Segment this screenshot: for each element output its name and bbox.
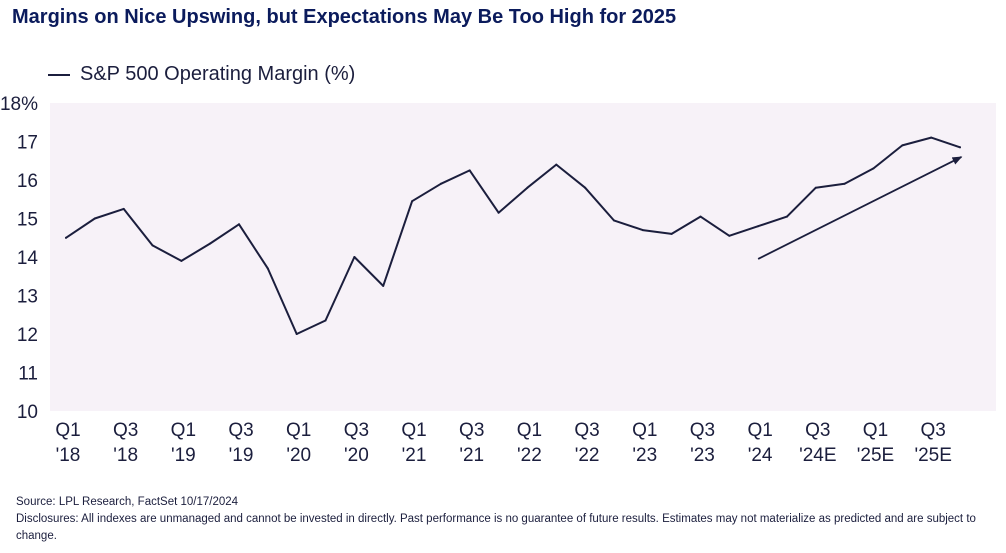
- data-point: [382, 284, 385, 287]
- x-tick-label-year: '25E: [914, 445, 951, 466]
- source-note: Source: LPL Research, FactSet 10/17/2024: [16, 496, 239, 508]
- x-tick-label-quarter: Q1: [286, 420, 311, 441]
- x-tick-label-quarter: Q3: [228, 420, 253, 441]
- data-point: [295, 333, 298, 335]
- x-tick-label-quarter: Q1: [863, 420, 888, 441]
- y-tick-label: 17: [17, 133, 38, 154]
- data-point: [180, 259, 183, 262]
- y-tick-label: 15: [17, 210, 38, 231]
- x-tick-label-year: '23: [632, 445, 657, 466]
- data-point: [439, 182, 442, 185]
- x-tick-label-year: '19: [229, 445, 254, 466]
- y-tick-label: 12: [17, 325, 38, 346]
- x-tick-label-year: '18: [113, 445, 138, 466]
- x-tick-label-year: '21: [402, 445, 427, 466]
- x-tick-label-quarter: Q3: [459, 420, 484, 441]
- x-tick-label-quarter: Q1: [632, 420, 657, 441]
- data-point: [411, 200, 414, 203]
- x-tick-label-year: '22: [575, 445, 600, 466]
- x-tick-label-year: '24: [748, 445, 773, 466]
- legend-label: S&P 500 Operating Margin (%): [80, 63, 356, 85]
- x-tick-label-year: '23: [690, 445, 715, 466]
- data-point: [584, 186, 587, 189]
- disclosure-note: Disclosures: All indexes are unmanaged a…: [16, 513, 976, 542]
- x-tick-label-quarter: Q3: [805, 420, 830, 441]
- data-point: [266, 267, 269, 270]
- x-tick-label-quarter: Q3: [113, 420, 138, 441]
- data-point: [238, 223, 240, 226]
- x-tick-label-year: '25E: [857, 445, 894, 466]
- data-point: [641, 229, 644, 232]
- data-point: [843, 182, 846, 185]
- data-point: [728, 234, 731, 237]
- data-point: [612, 219, 615, 222]
- x-tick-label-quarter: Q3: [690, 420, 715, 441]
- x-tick-label-quarter: Q1: [747, 420, 772, 441]
- x-tick-label-year: '22: [517, 445, 542, 466]
- x-tick-label-year: '20: [286, 445, 311, 466]
- data-point: [872, 167, 875, 170]
- y-tick-label: 10: [17, 402, 38, 423]
- data-point: [122, 207, 125, 210]
- y-tick-label: 11: [18, 364, 38, 385]
- y-tick-label: 16: [17, 171, 38, 192]
- data-point: [65, 236, 67, 239]
- plot-area: [50, 103, 996, 411]
- y-tick-label: 14: [17, 248, 39, 269]
- x-tick-label-quarter: Q1: [517, 420, 542, 441]
- x-tick-label-quarter: Q1: [401, 420, 426, 441]
- data-point: [209, 242, 212, 245]
- legend-line-swatch: [48, 73, 70, 76]
- data-point: [959, 146, 961, 149]
- y-tick-label: 13: [17, 287, 38, 308]
- chart-title: Margins on Nice Upswing, but Expectation…: [12, 6, 677, 28]
- data-point: [468, 169, 471, 172]
- x-tick-label-quarter: Q3: [920, 420, 945, 441]
- data-point: [324, 319, 327, 322]
- y-tick-label: 18%: [0, 94, 38, 115]
- data-point: [353, 256, 356, 258]
- data-point: [526, 186, 529, 189]
- trend-arrow: [757, 156, 963, 260]
- x-tick-label-year: '24E: [799, 445, 836, 466]
- data-point: [930, 136, 933, 139]
- x-tick-label-quarter: Q1: [171, 420, 196, 441]
- data-point: [901, 144, 904, 147]
- data-point: [699, 215, 702, 218]
- data-point: [757, 225, 760, 228]
- x-tick-label-year: '19: [171, 445, 196, 466]
- data-point: [151, 244, 154, 247]
- series-line-operating-margin: [65, 136, 961, 335]
- data-point: [670, 232, 673, 235]
- x-tick-label-quarter: Q1: [55, 420, 80, 441]
- data-point: [786, 215, 788, 218]
- x-tick-label-year: '18: [56, 445, 81, 466]
- x-tick-label-quarter: Q3: [344, 420, 369, 441]
- data-point: [814, 186, 817, 189]
- x-tick-label-year: '21: [459, 445, 484, 466]
- data-point: [93, 217, 96, 220]
- x-tick-label-year: '20: [344, 445, 369, 466]
- chart-legend: S&P 500 Operating Margin (%): [48, 63, 355, 86]
- x-tick-label-quarter: Q3: [574, 420, 599, 441]
- data-point: [555, 163, 558, 166]
- data-point: [497, 211, 500, 214]
